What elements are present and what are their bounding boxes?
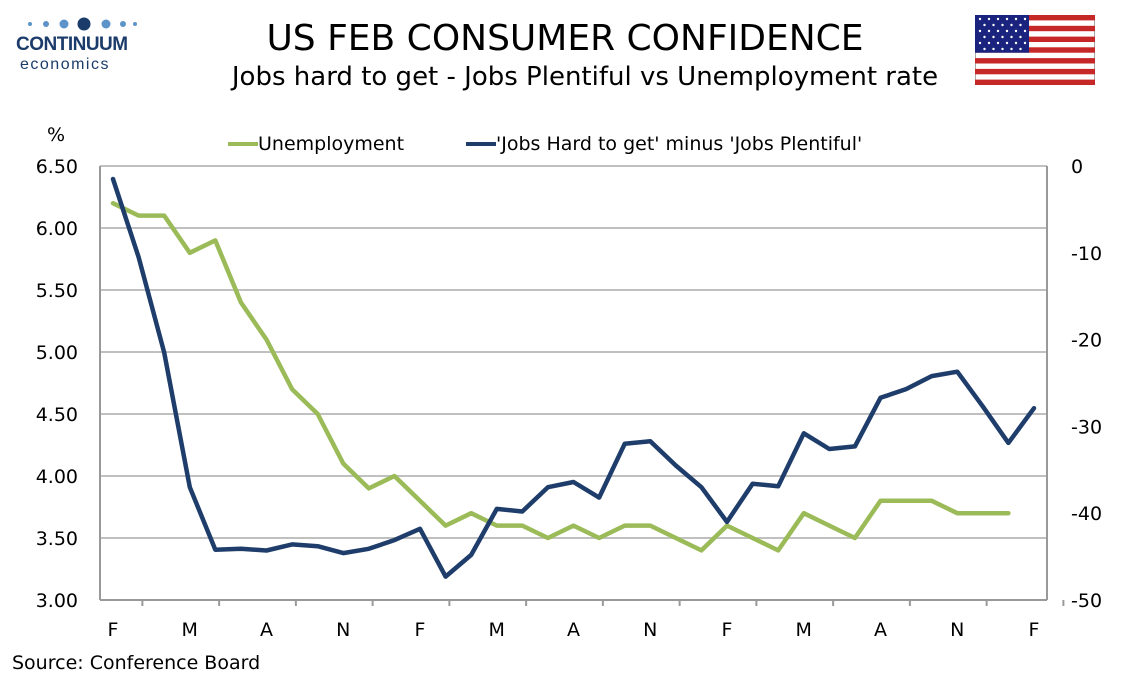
right-tick-label: -30 bbox=[1071, 416, 1102, 438]
axes bbox=[99, 166, 1065, 606]
x-tick-label: N bbox=[950, 619, 964, 641]
right-tick-label: -40 bbox=[1071, 503, 1102, 525]
left-tick-label: 6.50 bbox=[36, 156, 78, 178]
right-tick-label: -10 bbox=[1071, 243, 1102, 265]
jobs-diff-line bbox=[110, 176, 1037, 579]
x-tick-label: N bbox=[643, 619, 657, 641]
brand-name: CONTINUUM bbox=[16, 34, 128, 55]
left-tick-label: 4.00 bbox=[36, 466, 78, 488]
right-tick-label: 0 bbox=[1071, 156, 1083, 178]
x-tick-label: A bbox=[567, 619, 580, 641]
left-tick-label: 3.50 bbox=[36, 528, 78, 550]
left-tick-label: 3.00 bbox=[36, 590, 78, 612]
x-tick-label: A bbox=[260, 619, 273, 641]
gridlines bbox=[100, 165, 1047, 539]
logo-dots-icon bbox=[28, 17, 137, 31]
source-note: Source: Conference Board bbox=[12, 652, 261, 674]
legend-label-unemployment: Unemployment bbox=[258, 133, 404, 155]
x-tick-label: F bbox=[722, 619, 733, 641]
left-axis-label: % bbox=[47, 124, 65, 146]
right-axis-ticks: 0 -10 -20 -30 -40 -50 bbox=[1071, 156, 1102, 612]
left-axis-ticks: 6.50 6.00 5.50 5.00 4.50 4.00 3.50 3.00 bbox=[36, 156, 78, 612]
left-tick-label: 5.50 bbox=[36, 280, 78, 302]
chart-subtitle: Jobs hard to get - Jobs Plentiful vs Une… bbox=[231, 62, 939, 92]
x-tick-label: M bbox=[796, 619, 812, 641]
unemployment-line bbox=[110, 200, 1011, 553]
series-lines bbox=[110, 176, 1037, 579]
legend: Unemployment 'Jobs Hard to get' minus 'J… bbox=[228, 133, 862, 155]
x-tick-label: N bbox=[336, 619, 350, 641]
left-tick-label: 4.50 bbox=[36, 404, 78, 426]
x-tick-label: F bbox=[415, 619, 426, 641]
x-tick-label: M bbox=[489, 619, 505, 641]
x-tick-label: F bbox=[1029, 619, 1040, 641]
left-tick-label: 6.00 bbox=[36, 218, 78, 240]
left-tick-label: 5.00 bbox=[36, 342, 78, 364]
legend-label-jobs-diff: 'Jobs Hard to get' minus 'Jobs Plentiful… bbox=[496, 133, 862, 155]
x-tick-label: M bbox=[182, 619, 198, 641]
x-tick-label: F bbox=[108, 619, 119, 641]
us-flag-icon bbox=[975, 15, 1095, 85]
x-tick-label: A bbox=[874, 619, 887, 641]
right-tick-label: -50 bbox=[1071, 590, 1102, 612]
continuum-logo: CONTINUUM economics bbox=[12, 14, 142, 76]
chart-title: US FEB CONSUMER CONFIDENCE bbox=[266, 18, 864, 59]
brand-tagline: economics bbox=[20, 56, 110, 73]
right-tick-label: -20 bbox=[1071, 330, 1102, 352]
